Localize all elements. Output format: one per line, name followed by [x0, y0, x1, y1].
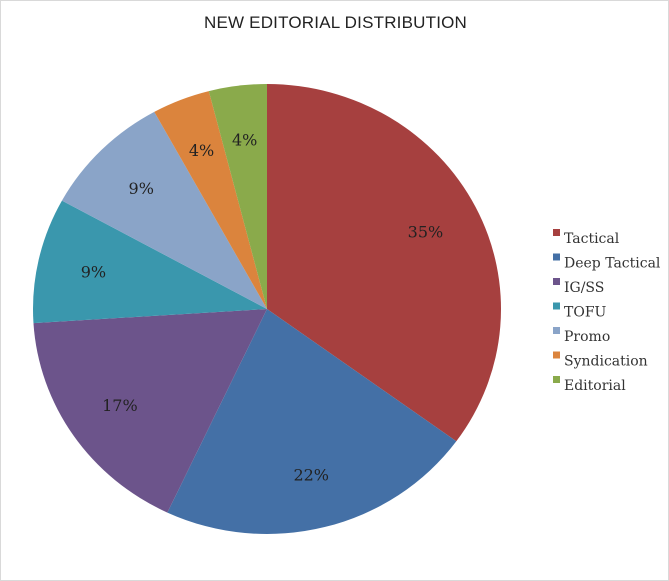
legend-swatch — [553, 351, 560, 359]
legend-item: TOFU — [564, 305, 607, 321]
data-label: 22% — [293, 466, 329, 485]
data-label: 17% — [102, 396, 138, 415]
pie-slice-ig-ss — [33, 309, 267, 513]
legend-swatch — [553, 327, 560, 334]
pie-slice-tofu — [33, 200, 267, 324]
data-label: 4% — [232, 130, 257, 149]
pie-slice-promo — [61, 111, 267, 309]
legend-item: Editorial — [564, 378, 626, 394]
pie-slice-syndication — [154, 91, 267, 309]
legend-swatch — [553, 278, 560, 285]
data-label: 4% — [189, 141, 214, 160]
pie-slice-deep-tactical — [167, 309, 457, 534]
chart-title: NEW EDITORIAL DISTRIBUTION — [203, 13, 468, 32]
data-label: 9% — [81, 263, 106, 282]
pie-slice-editorial — [208, 84, 267, 309]
legend-item: IG/SS — [564, 280, 604, 296]
legend-item: Promo — [564, 329, 610, 345]
legend-item: Deep Tactical — [564, 256, 661, 272]
legend-swatch — [553, 376, 560, 383]
data-label: 9% — [129, 179, 154, 198]
legend-swatch — [553, 253, 560, 261]
legend-item: Syndication — [564, 354, 648, 370]
legend-swatch — [553, 229, 560, 236]
legend-swatch — [553, 302, 560, 310]
data-label: 35% — [408, 222, 444, 241]
pie-slice-tactical — [267, 84, 501, 442]
legend-item: Tactical — [564, 231, 620, 247]
